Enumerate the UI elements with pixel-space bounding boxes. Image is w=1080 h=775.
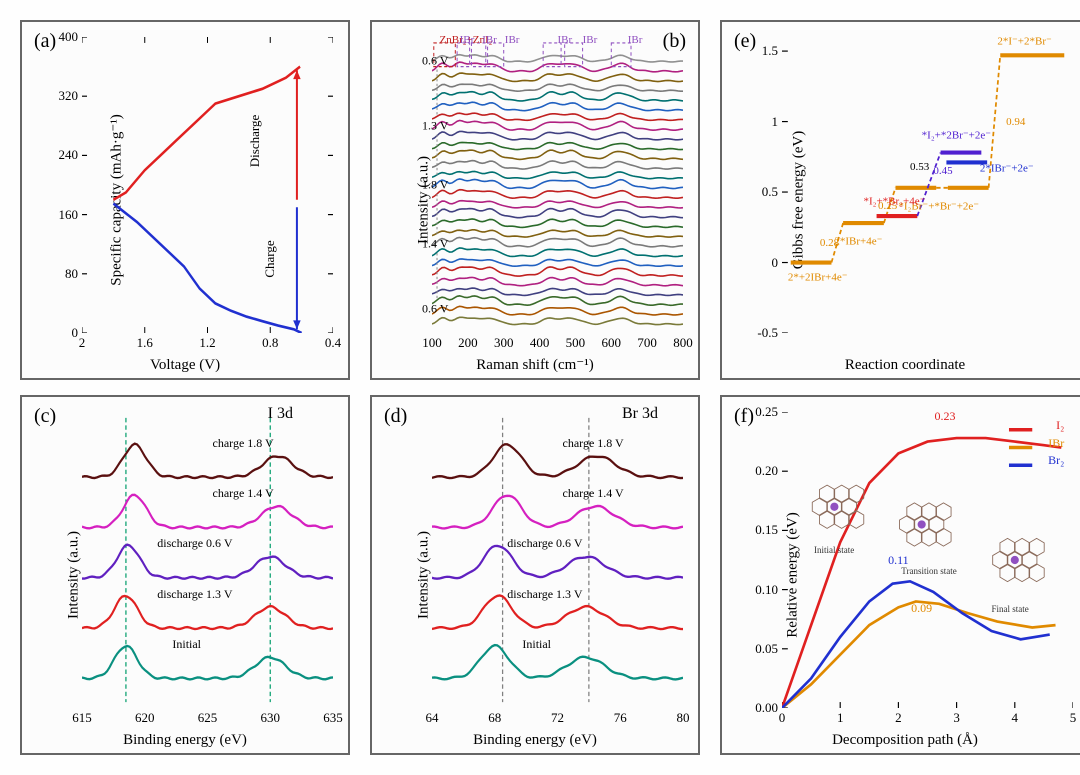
panel-c-xlabel: Binding energy (eV) (123, 732, 247, 749)
panel-e: (e) Gibbs free energy (eV) Reaction coor… (720, 20, 1080, 380)
panel-a-plot: DischargeCharge (82, 37, 333, 333)
panel-b-ylabel: Intensity (a.u.) (415, 156, 432, 244)
panel-f-plot: I₂IBrBr₂0.230.110.09Initial stateTransit… (782, 412, 1073, 708)
panel-d-xticks: 6468727680 (432, 710, 683, 728)
panel-c-plot: charge 1.8 Vcharge 1.4 Vdischarge 0.6 Vd… (82, 412, 333, 708)
panel-f-xlabel: Decomposition path (Å) (832, 732, 978, 749)
panel-e-plot: 2*+2IBr+4e⁻2*IBr+4e⁻0.28*I₂Br⁻+*Br⁻+2e⁻0… (782, 37, 1073, 333)
panel-c-label: (c) (34, 405, 56, 428)
panel-b-xticks: 100200300400500600700800 (432, 335, 683, 353)
panel-d: (d) Br 3d Intensity (a.u.) Binding energ… (370, 395, 700, 755)
panel-a: (a) Specific capacity (mAh·g⁻¹) Voltage … (20, 20, 350, 380)
panel-c-ylabel: Intensity (a.u.) (65, 531, 82, 619)
panel-d-ylabel: Intensity (a.u.) (415, 531, 432, 619)
panel-d-xlabel: Binding energy (eV) (473, 732, 597, 749)
panel-d-label: (d) (384, 405, 407, 428)
panel-f-yticks: 0.000.050.100.150.200.25 (752, 412, 780, 708)
panel-e-xlabel: Reaction coordinate (845, 357, 965, 374)
panel-a-yticks: 080160240320400 (52, 37, 80, 333)
panel-b: (b) Intensity (a.u.) Raman shift (cm⁻¹) … (370, 20, 700, 380)
panel-f: (f) Relative energy (eV) Decomposition p… (720, 395, 1080, 755)
panel-c-xticks: 615620625630635 (82, 710, 333, 728)
panel-a-xlabel: Voltage (V) (150, 357, 220, 374)
panel-f-label: (f) (734, 405, 754, 428)
panel-b-plot: ZnBr₂+ZnI₂IBrIBrIBrIBrIBrIBr0.6 V1.3 V1.… (432, 37, 683, 333)
panel-b-xlabel: Raman shift (cm⁻¹) (476, 355, 593, 374)
panel-d-plot: charge 1.8 Vcharge 1.4 Vdischarge 0.6 Vd… (432, 412, 683, 708)
panel-a-xticks: 21.61.20.80.4 (82, 335, 333, 353)
panel-f-xticks: 012345 (782, 710, 1073, 728)
panel-e-yticks: -0.500.511.5 (752, 37, 780, 333)
panel-c: (c) I 3d Intensity (a.u.) Binding energy… (20, 395, 350, 755)
